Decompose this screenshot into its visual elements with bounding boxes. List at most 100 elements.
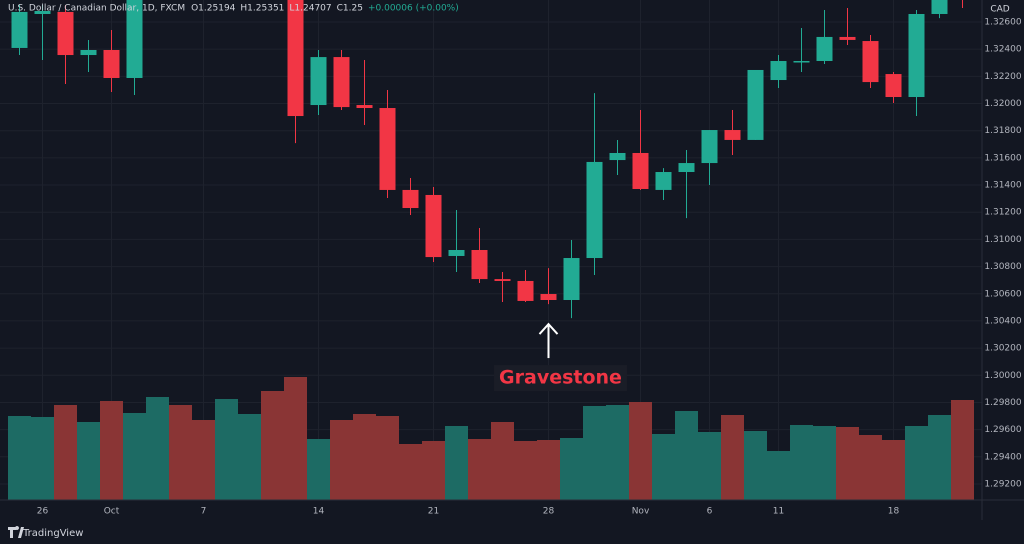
y-tick-label: 1.29600 [984,425,1021,435]
candle-body [816,36,833,62]
y-tick-label: 1.29800 [984,398,1021,408]
brand-name: TradingView [22,528,83,539]
x-tick-label: 18 [888,507,900,517]
volume-bar [813,426,836,500]
y-tick-label: 1.31800 [984,126,1021,136]
volume-bar [560,438,583,500]
volume-bar [468,439,491,500]
candle-body [425,194,442,258]
candle-body [356,105,373,109]
candle-body [34,11,51,14]
ohlc-label: L1.24707 [289,4,331,14]
volume-bar [491,422,514,500]
y-tick-label: 1.30000 [984,371,1021,381]
currency-label: CAD [990,5,1009,15]
candle-body [11,11,28,48]
y-tick-label: 1.30600 [984,289,1021,299]
x-tick-label: 28 [543,507,555,517]
price-pane [11,0,963,319]
x-tick-label: 11 [773,507,784,517]
candle-body [931,0,948,14]
volume-bar [606,405,629,500]
annotation-label: Gravestone [499,367,622,389]
x-tick-label: Oct [104,507,120,517]
volume-bar [399,444,422,500]
y-tick-label: 1.31400 [984,181,1021,191]
volume-bar [721,415,744,500]
candle-body [908,13,925,98]
volume-pane [8,377,974,500]
y-tick-label: 1.29200 [984,479,1021,489]
candle-body [839,36,856,40]
volume-bar [767,451,790,500]
volume-bar [537,440,560,500]
candle-body [287,0,304,117]
ohlc-label: +0.00006 (+0.00%) [368,4,459,14]
candle-body [609,152,626,161]
volume-bar [836,427,859,500]
brand-logo [8,526,24,538]
volume-bar [169,405,192,500]
volume-bar [790,425,813,500]
volume-bar [261,391,284,500]
y-tick-label: 1.31200 [984,208,1021,218]
candle-body [724,130,741,140]
candle-body [586,161,603,259]
ohlc-label: O1.25194 [191,4,236,14]
y-tick-label: 1.30800 [984,262,1021,272]
candle-body [103,50,120,78]
x-tick-label: 14 [313,507,325,517]
volume-bar [54,405,77,500]
candle-body [632,152,649,189]
volume-bar [330,420,353,500]
candle-body [793,61,810,63]
x-tick-label: 21 [428,507,439,517]
annotation-box [494,365,627,392]
volume-bar [859,435,882,500]
volume-bar [882,440,905,500]
candle-body [862,41,879,83]
y-tick-label: 1.30400 [984,316,1021,326]
candle-body [471,250,488,280]
candle-body [540,294,557,300]
y-tick-label: 1.31600 [984,153,1021,163]
candle-body [333,57,350,108]
volume-bar [583,406,606,500]
y-tick-label: 1.32400 [984,45,1021,55]
x-tick-label: Nov [632,507,650,517]
volume-bar [905,426,928,500]
volume-bar [376,416,399,500]
candle-body [747,69,764,140]
candle-body [494,279,511,281]
volume-bar [192,420,215,500]
candle-body [80,50,97,56]
volume-bar [514,441,537,500]
candle-body [126,0,143,78]
volume-bar [928,415,951,500]
annotation: Gravestone [494,322,627,392]
volume-bar [951,400,974,500]
x-tick-label: 7 [201,507,207,517]
candle-body [310,57,327,106]
candle-body [517,280,534,301]
y-tick-label: 1.31000 [984,235,1021,245]
volume-bar [675,411,698,500]
volume-bar [744,431,767,500]
volume-bar [77,422,100,500]
y-tick-label: 1.29400 [984,452,1021,462]
axes: 1.29200 1.29400 1.29600 1.29800 1.30000 1.302… [37,18,1022,517]
y-tick-label: 1.32600 [984,18,1021,28]
volume-bar [698,432,721,500]
candle-body [379,108,396,190]
candle-body [402,189,419,209]
volume-bar [238,414,261,500]
arrow-head [538,322,559,335]
volume-bar [31,417,54,500]
volume-bar [652,434,675,500]
y-tick-label: 1.30200 [984,344,1021,354]
volume-bar [146,397,169,500]
candle-body [563,258,580,300]
brand: TradingView [8,526,83,539]
volume-bar [307,439,330,500]
symbol-title: U.S. Dollar / Canadian Dollar, 1D, FXCM [8,4,185,14]
